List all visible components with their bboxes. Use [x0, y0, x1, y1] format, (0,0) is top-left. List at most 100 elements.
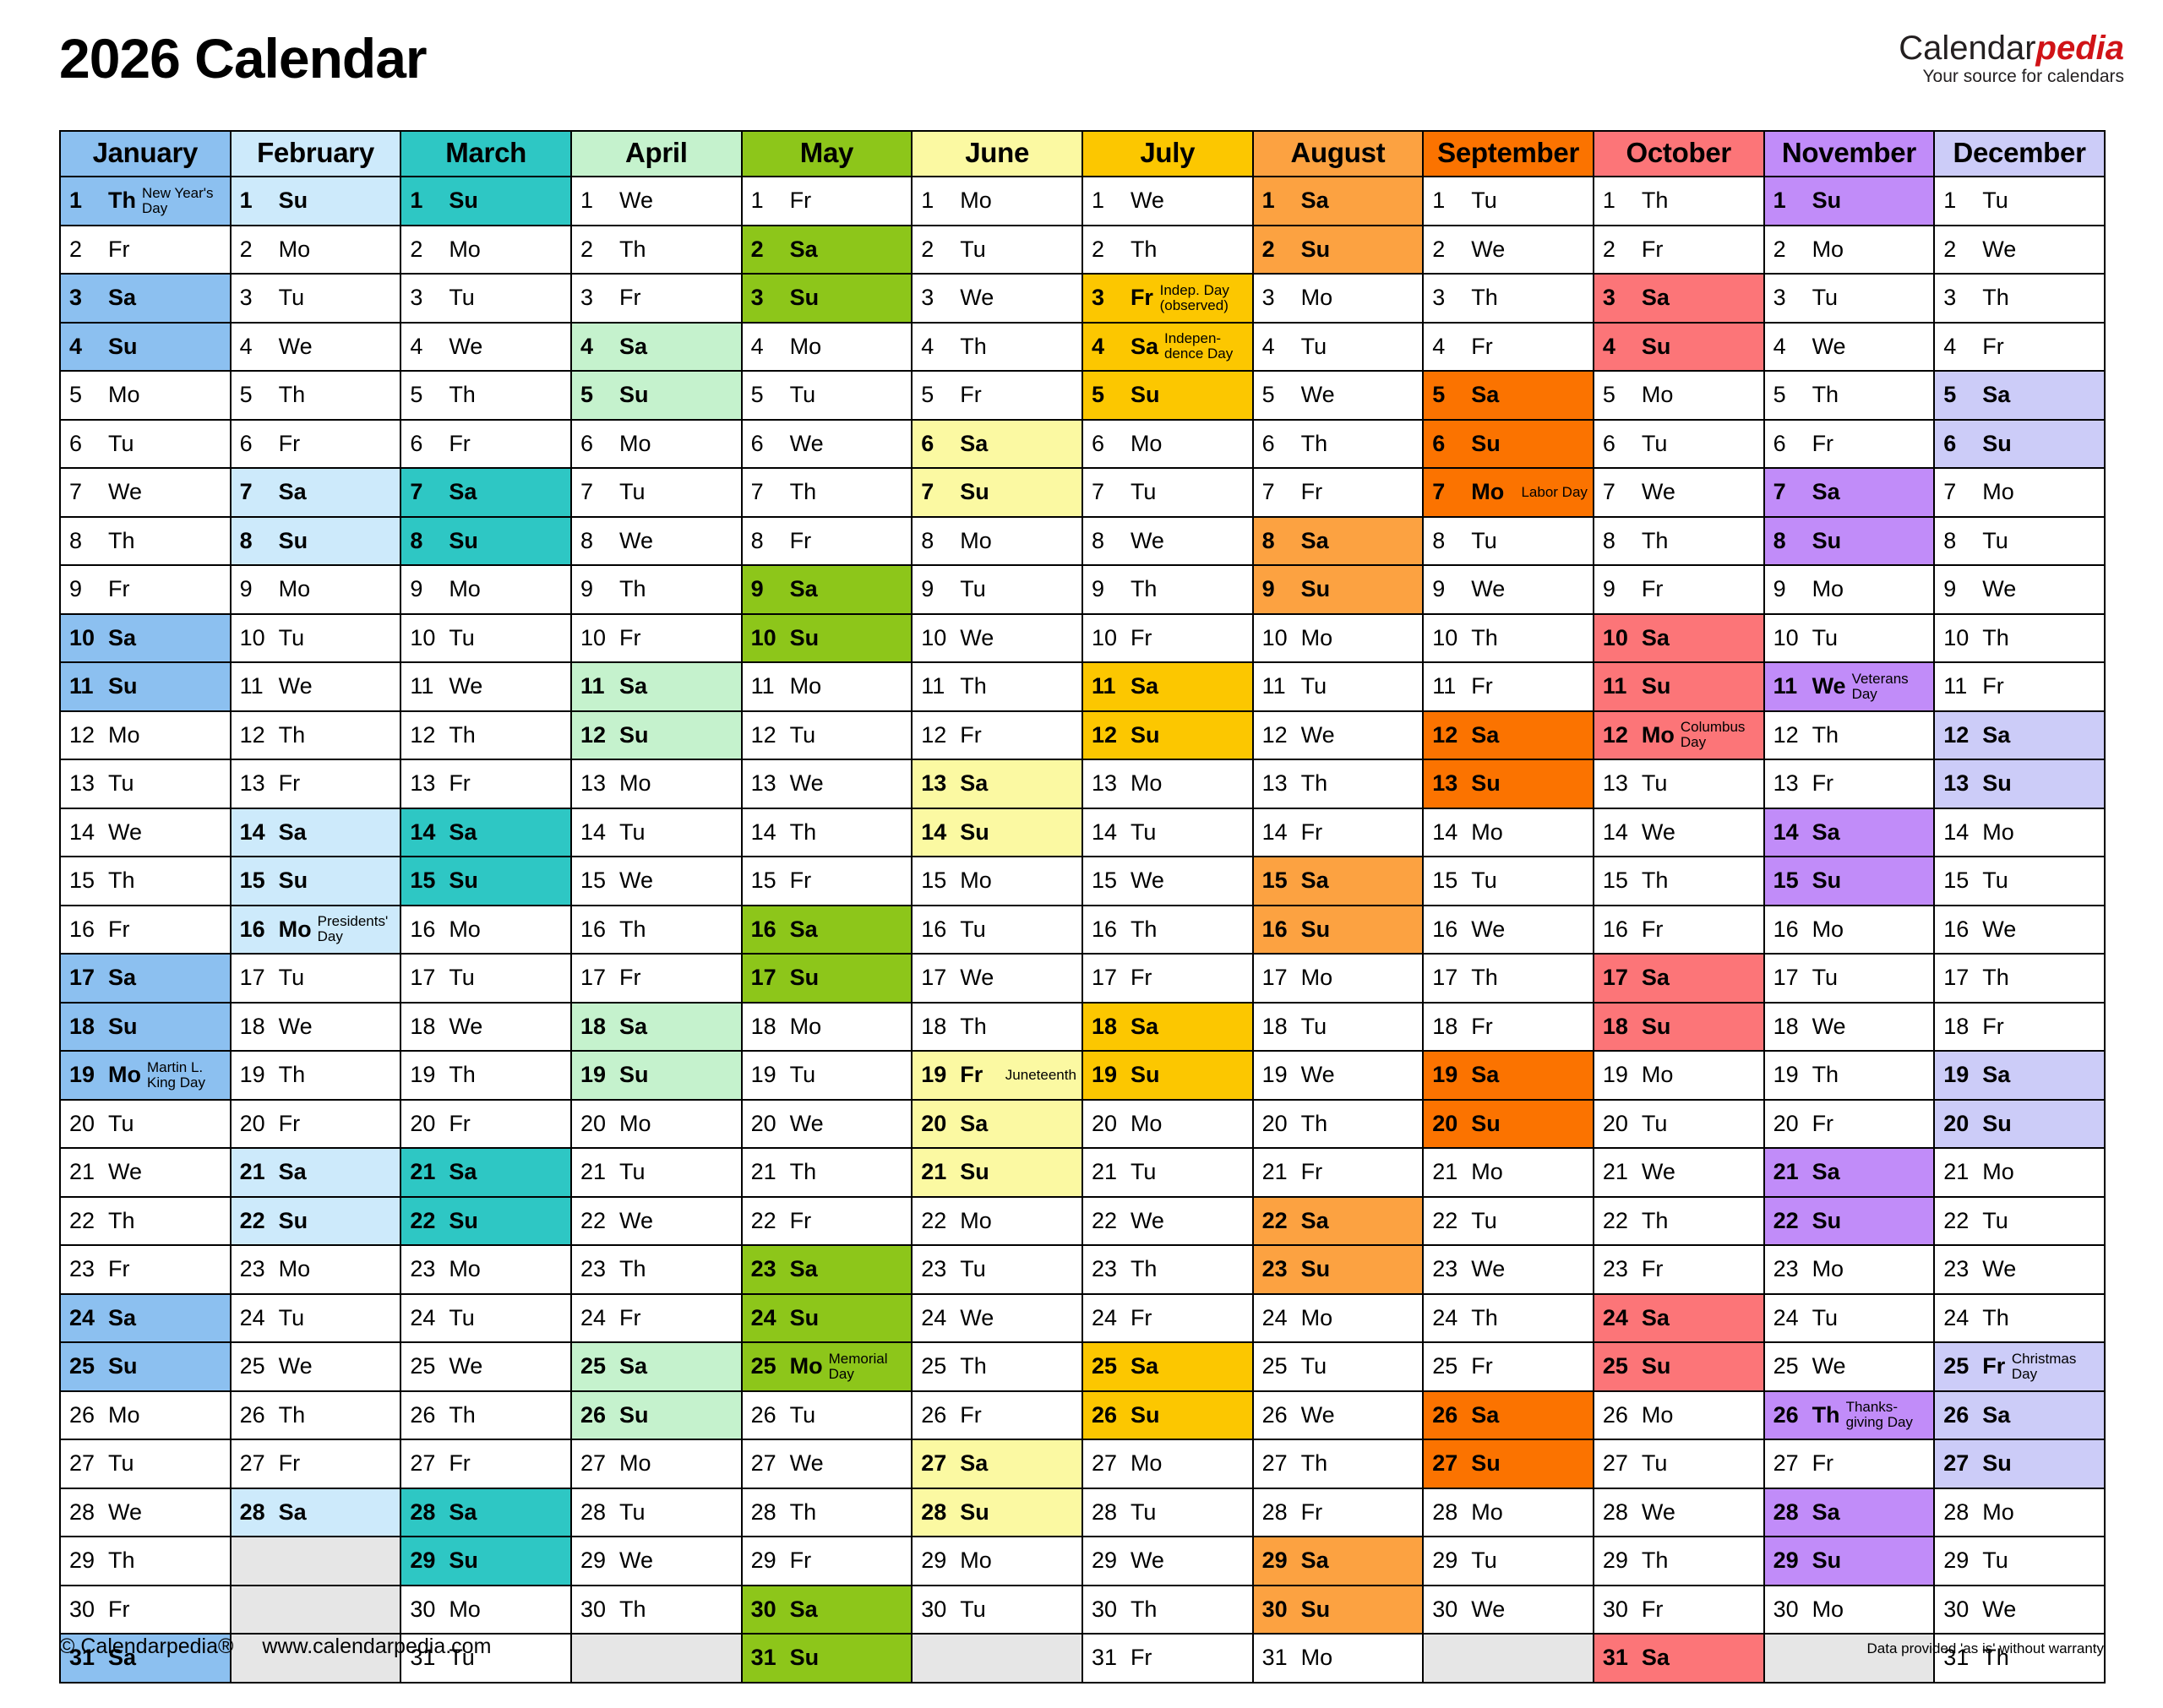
day-cell[interactable]: 20 Mo — [569, 1098, 743, 1149]
day-cell[interactable]: 14 Sa — [1763, 807, 1936, 857]
day-cell[interactable]: 25 We — [229, 1341, 402, 1392]
day-cell[interactable]: 9 Mo — [229, 564, 402, 615]
day-cell[interactable]: 24 Tu — [1763, 1292, 1936, 1343]
website-link[interactable]: www.calendarpedia.com — [262, 1635, 492, 1658]
day-cell[interactable]: 31 Mo — [1251, 1633, 1425, 1684]
day-cell[interactable]: 4 We — [400, 321, 572, 372]
day-cell[interactable]: 20 Th — [1251, 1098, 1425, 1149]
day-cell[interactable]: 2 We — [1933, 224, 2106, 275]
day-cell[interactable]: 29 Mo — [911, 1536, 1083, 1586]
day-cell[interactable]: 26 Su — [1081, 1390, 1254, 1440]
day-cell[interactable]: 16 Mo Presi­dents' Day — [229, 904, 402, 955]
day-cell[interactable]: 13 Su — [1933, 759, 2106, 809]
day-cell[interactable]: 1 Tu — [1422, 176, 1594, 226]
day-cell[interactable]: 29 Tu — [1933, 1536, 2106, 1586]
day-cell[interactable]: 16 Th — [569, 904, 743, 955]
day-cell[interactable]: 6 Fr — [229, 418, 402, 469]
day-cell[interactable]: 26 Tu — [740, 1390, 913, 1440]
day-cell[interactable]: 12 Th — [400, 710, 572, 760]
day-cell[interactable]: 7 Tu — [569, 467, 743, 518]
day-cell[interactable]: 19 Fr Juneteenth — [911, 1050, 1083, 1101]
day-cell[interactable]: 7 Th — [740, 467, 913, 518]
day-cell[interactable]: 19 Th — [1763, 1050, 1936, 1101]
day-cell[interactable]: 22 Tu — [1422, 1195, 1594, 1246]
day-cell[interactable]: 28 Sa — [229, 1487, 402, 1537]
day-cell[interactable]: 21 Sa — [400, 1147, 572, 1198]
day-cell[interactable]: 18 Su — [59, 1001, 232, 1052]
day-cell[interactable]: 25 Su — [1592, 1341, 1765, 1392]
day-cell[interactable]: 17 We — [911, 953, 1083, 1004]
month-header-june[interactable]: June — [911, 130, 1083, 177]
day-cell[interactable]: 13 Sa — [911, 759, 1083, 809]
day-cell[interactable]: 26 Fr — [911, 1390, 1083, 1440]
day-cell[interactable]: 15 Su — [1763, 856, 1936, 906]
day-cell[interactable]: 7 Su — [911, 467, 1083, 518]
day-cell[interactable]: 24 Tu — [400, 1292, 572, 1343]
day-cell[interactable]: 21 Sa — [1763, 1147, 1936, 1198]
day-cell[interactable]: 29 Th — [1592, 1536, 1765, 1586]
day-cell[interactable]: 21 Sa — [229, 1147, 402, 1198]
day-cell[interactable]: 4 Sa Indepen­dence Day — [1081, 321, 1254, 372]
day-cell[interactable]: 10 Th — [1933, 612, 2106, 663]
day-cell[interactable]: 12 Sa — [1933, 710, 2106, 760]
day-cell[interactable]: 9 We — [1933, 564, 2106, 615]
day-cell[interactable]: 15 Th — [1592, 856, 1765, 906]
day-cell[interactable]: 21 Su — [911, 1147, 1083, 1198]
day-cell[interactable]: 2 Th — [1081, 224, 1254, 275]
day-cell[interactable]: 4 Th — [911, 321, 1083, 372]
day-cell[interactable]: 12 Th — [229, 710, 402, 760]
day-cell[interactable]: 26 Su — [569, 1390, 743, 1440]
day-cell[interactable]: 14 We — [1592, 807, 1765, 857]
day-cell[interactable]: 25 Fr — [1422, 1341, 1594, 1392]
day-cell[interactable]: 13 Th — [1251, 759, 1425, 809]
day-cell[interactable]: 15 Su — [229, 856, 402, 906]
day-cell[interactable]: 20 Tu — [59, 1098, 232, 1149]
day-cell[interactable]: 3 Tu — [400, 273, 572, 324]
day-cell[interactable]: 9 Fr — [59, 564, 232, 615]
day-cell[interactable]: 13 Mo — [1081, 759, 1254, 809]
day-cell[interactable]: 21 Fr — [1251, 1147, 1425, 1198]
day-cell[interactable]: 19 Mo — [1592, 1050, 1765, 1101]
day-cell[interactable]: 3 Sa — [1592, 273, 1765, 324]
day-cell[interactable]: 23 Tu — [911, 1244, 1083, 1295]
day-cell[interactable]: 26 Sa — [1422, 1390, 1594, 1440]
day-cell[interactable]: 30 Th — [569, 1584, 743, 1635]
day-cell[interactable]: 24 We — [911, 1292, 1083, 1343]
day-cell[interactable]: 8 Tu — [1422, 515, 1594, 566]
day-cell[interactable]: 5 Tu — [740, 370, 913, 421]
day-cell[interactable]: 7 Sa — [1763, 467, 1936, 518]
day-cell[interactable]: 28 Th — [740, 1487, 913, 1537]
day-cell[interactable]: 28 Mo — [1422, 1487, 1594, 1537]
month-header-october[interactable]: October — [1592, 130, 1765, 177]
day-cell[interactable]: 19 We — [1251, 1050, 1425, 1101]
day-cell[interactable]: 22 Sa — [1251, 1195, 1425, 1246]
day-cell[interactable]: 16 Mo — [1763, 904, 1936, 955]
day-cell[interactable]: 22 Su — [400, 1195, 572, 1246]
day-cell[interactable]: 7 We — [1592, 467, 1765, 518]
day-cell[interactable]: 10 Tu — [229, 612, 402, 663]
day-cell[interactable]: 22 Fr — [740, 1195, 913, 1246]
day-cell[interactable]: 6 Fr — [1763, 418, 1936, 469]
day-cell[interactable]: 14 Sa — [229, 807, 402, 857]
day-cell[interactable]: 28 Tu — [1081, 1487, 1254, 1537]
day-cell[interactable]: 21 Mo — [1422, 1147, 1594, 1198]
day-cell[interactable]: 18 Su — [1592, 1001, 1765, 1052]
day-cell[interactable]: 6 Mo — [569, 418, 743, 469]
day-cell[interactable]: 30 We — [1422, 1584, 1594, 1635]
day-cell[interactable]: 27 Sa — [911, 1439, 1083, 1489]
day-cell[interactable]: 29 Tu — [1422, 1536, 1594, 1586]
day-cell[interactable]: 10 Su — [740, 612, 913, 663]
day-cell[interactable]: 24 Mo — [1251, 1292, 1425, 1343]
day-cell[interactable]: 23 Fr — [1592, 1244, 1765, 1295]
day-cell[interactable]: 14 Tu — [569, 807, 743, 857]
day-cell[interactable]: 25 Su — [59, 1341, 232, 1392]
day-cell[interactable]: 11 Fr — [1422, 661, 1594, 712]
day-cell[interactable]: 19 Th — [400, 1050, 572, 1101]
day-cell[interactable]: 2 Sa — [740, 224, 913, 275]
day-cell[interactable]: 29 We — [569, 1536, 743, 1586]
day-cell[interactable]: 2 Tu — [911, 224, 1083, 275]
day-cell[interactable]: 28 Fr — [1251, 1487, 1425, 1537]
day-cell[interactable]: 8 Su — [1763, 515, 1936, 566]
day-cell[interactable]: 6 Su — [1933, 418, 2106, 469]
day-cell[interactable]: 12 Tu — [740, 710, 913, 760]
